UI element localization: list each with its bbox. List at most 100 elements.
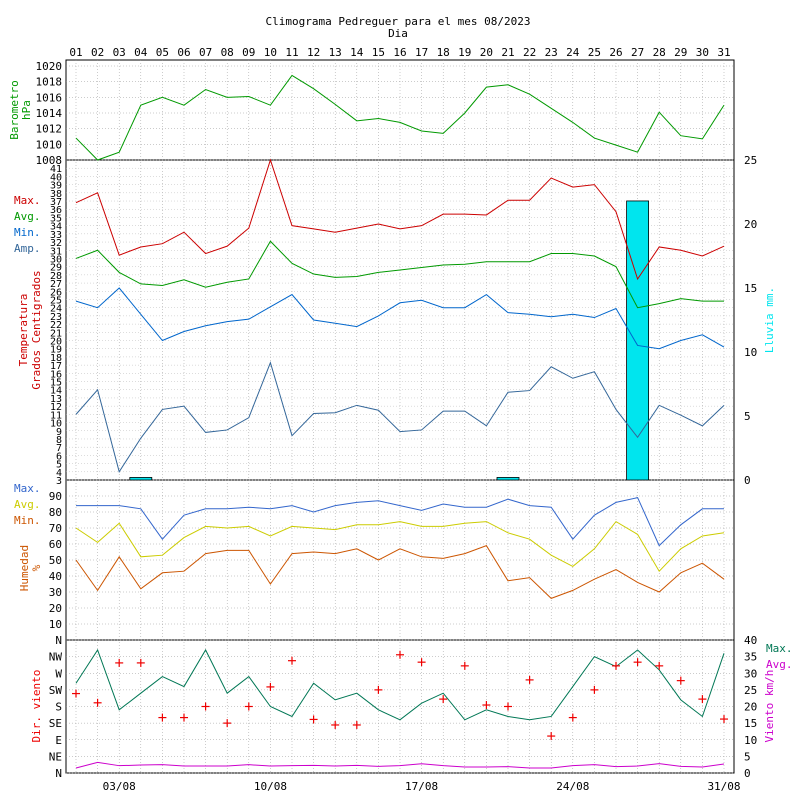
day-label-05: 05 <box>156 46 169 59</box>
day-label-10: 10 <box>264 46 277 59</box>
temp-tick-label: 11 <box>50 410 62 421</box>
baro-tick-label: 1014 <box>36 107 63 120</box>
hum-legend-1: Avg. <box>14 498 41 511</box>
wind-dir-mark-07 <box>201 702 210 711</box>
wind-dir-tick-label: W <box>55 667 62 680</box>
day-label-29: 29 <box>674 46 687 59</box>
wind-dir-mark-05 <box>158 713 167 722</box>
rain-ylabel: Lluvia mm. <box>763 287 776 353</box>
wind-dir-tick-label: SW <box>49 684 63 697</box>
temp-tick-label: 36 <box>50 205 62 216</box>
wind-avg-line <box>75 761 725 769</box>
bottom-date-label: 17/08 <box>405 780 438 793</box>
day-label-11: 11 <box>285 46 298 59</box>
hum-tick-label: 70 <box>49 522 62 535</box>
day-label-04: 04 <box>134 46 148 59</box>
bottom-date-label: 10/08 <box>254 780 287 793</box>
wind-dir-mark-30 <box>698 695 707 704</box>
temp-tick-label: 15 <box>50 378 62 389</box>
temp-tick-label: 21 <box>50 328 62 339</box>
temp-tick-label: 24 <box>50 304 62 315</box>
temp-tick-label: 38 <box>50 189 62 200</box>
wind-dir-mark-18 <box>439 695 448 704</box>
day-label-23: 23 <box>545 46 558 59</box>
wind-dir-mark-12 <box>309 715 318 724</box>
day-label-07: 07 <box>199 46 212 59</box>
temp-tick-label: 9 <box>56 427 62 438</box>
temp-tick-label: 33 <box>50 230 62 241</box>
temp-tick-label: 25 <box>50 295 62 306</box>
hum-tick-label: 10 <box>49 618 62 631</box>
day-label-02: 02 <box>91 46 104 59</box>
wind-legend-1: Avg. <box>766 658 793 671</box>
day-label-06: 06 <box>177 46 190 59</box>
temp-legend-1: Avg. <box>14 210 41 223</box>
temp-tick-label: 19 <box>50 345 62 356</box>
day-label-18: 18 <box>437 46 450 59</box>
temp-ylabel-1: Temperatura <box>17 294 30 367</box>
wind-ylabel-left: Dir. viento <box>30 670 43 743</box>
wind-dir-mark-22 <box>525 675 534 684</box>
temp-tick-label: 28 <box>50 271 62 282</box>
baro-tick-label: 1008 <box>36 154 63 167</box>
wind-dir-mark-08 <box>223 719 232 728</box>
hum-tick-label: 50 <box>49 554 62 567</box>
day-label-12: 12 <box>307 46 320 59</box>
wind-legend-0: Max. <box>766 642 793 655</box>
bottom-date-label: 24/08 <box>556 780 589 793</box>
hum-legend-2: Min. <box>14 514 41 527</box>
hum-tick-label: N <box>55 634 62 647</box>
hum-ylabel-2: % <box>30 564 43 571</box>
temp-tick-label: 8 <box>56 435 62 446</box>
wind-dir-mark-14 <box>352 720 361 729</box>
wind-dir-mark-04 <box>136 658 145 667</box>
wind-speed-tick-label: 15 <box>744 717 757 730</box>
temp-tick-label: 27 <box>50 279 62 290</box>
temp-tick-label: 18 <box>50 353 62 364</box>
wind-dir-mark-15 <box>374 685 383 694</box>
wind-speed-tick-label: 5 <box>744 750 751 763</box>
baro-tick-label: 1016 <box>36 91 63 104</box>
wind-speed-tick-label: 20 <box>744 701 757 714</box>
wind-dir-mark-31 <box>720 715 728 724</box>
wind-dir-mark-19 <box>460 661 469 670</box>
day-label-09: 09 <box>242 46 255 59</box>
hum-ylabel-1: Humedad <box>18 545 31 591</box>
wind-dir-tick-label: E <box>55 734 62 747</box>
day-label-16: 16 <box>393 46 406 59</box>
baro-tick-label: 1012 <box>36 123 63 136</box>
temp-tick-label: 35 <box>50 213 62 224</box>
wind-dir-mark-24 <box>568 713 577 722</box>
baro-tick-label: 1020 <box>36 60 63 73</box>
hum-min-line <box>75 544 725 599</box>
wind-speed-tick-label: 10 <box>744 734 757 747</box>
wind-dir-mark-16 <box>396 650 404 659</box>
hum-tick-label: 90 <box>49 490 62 503</box>
day-label-20: 20 <box>480 46 493 59</box>
temp-tick-label: 22 <box>50 320 62 331</box>
temp-tick-label: 10 <box>50 419 62 430</box>
hum-tick-label: 20 <box>49 602 62 615</box>
axis-labels: Barometro hPa Max. Avg. Min. Amp. Temperatura G… <box>8 80 793 742</box>
wind-dir-tick-label: NW <box>49 651 63 664</box>
wind-dir-mark-10 <box>266 682 275 691</box>
temp-tick-label: 6 <box>56 451 62 462</box>
rain-bar-21 <box>496 477 520 481</box>
temp-tick-label: 5 <box>56 460 62 471</box>
temp-tick-label: 14 <box>50 386 62 397</box>
wind-dir-tick-label: NE <box>49 750 62 763</box>
rain-tick-label: 5 <box>744 410 751 423</box>
wind-dir-mark-25 <box>590 685 599 694</box>
day-label-17: 17 <box>415 46 428 59</box>
temp-amp-line <box>75 361 725 474</box>
day-label-31: 31 <box>717 46 730 59</box>
hum-tick-label: 80 <box>49 506 62 519</box>
day-label-25: 25 <box>588 46 601 59</box>
baro-tick-label: 1010 <box>36 138 63 151</box>
wind-dir-mark-29 <box>676 676 685 685</box>
bottom-date-label: 03/08 <box>103 780 136 793</box>
temp-tick-label: 7 <box>56 443 62 454</box>
temp-avg-line <box>75 240 724 309</box>
chart-title: Climograma Pedreguer para el mes 08/2023 <box>266 15 531 28</box>
temp-tick-label: 39 <box>50 181 62 192</box>
